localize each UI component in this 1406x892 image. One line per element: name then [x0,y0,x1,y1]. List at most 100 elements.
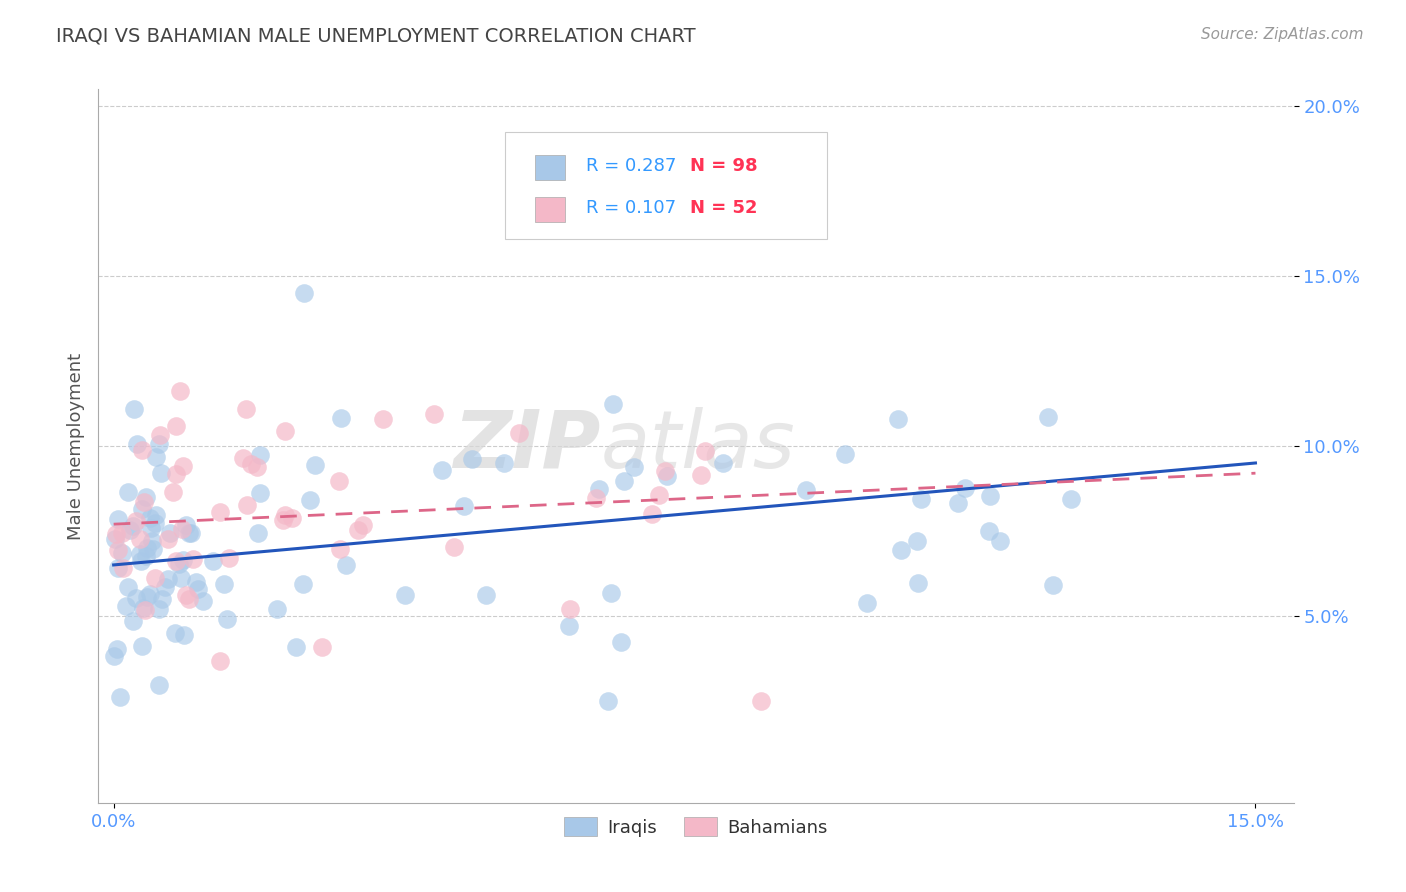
Point [249,485,271,500]
Point [108,690,131,704]
Point [280,510,302,524]
Point [177,525,200,540]
Point [953,481,976,495]
Point [558,619,581,633]
Point [249,448,271,462]
Point [131,443,153,458]
Point [232,450,254,465]
Point [105,642,128,657]
Point [139,521,162,535]
Point [371,412,394,426]
Point [673,184,696,198]
Point [173,628,195,642]
Point [648,488,671,502]
Point [613,474,636,488]
Point [988,534,1011,549]
Point [432,463,454,477]
Point [125,515,148,529]
Point [135,549,157,563]
Point [191,594,214,608]
Point [103,648,125,663]
Point [114,599,136,613]
Point [693,443,716,458]
Point [443,540,465,554]
Text: N = 52: N = 52 [690,199,758,217]
Point [125,437,148,451]
Point [335,558,357,572]
Point [148,602,170,616]
Point [461,451,484,466]
Point [163,625,186,640]
Point [131,639,153,653]
Point [132,601,155,615]
Point [311,640,333,654]
Point [209,655,232,669]
Point [890,542,912,557]
Point [856,596,879,610]
Point [266,602,288,616]
Point [157,572,180,586]
Point [145,450,167,465]
Point [135,490,157,504]
Point [124,402,146,417]
Point [170,522,193,536]
Point [129,547,152,561]
Point [352,518,374,533]
Point [174,588,197,602]
Point [107,561,129,575]
Point [834,447,856,461]
Point [177,591,200,606]
Point [181,552,204,566]
Point [749,694,772,708]
Point [423,407,446,421]
Point [610,634,633,648]
Point [948,496,970,510]
Point [623,459,645,474]
Point [245,459,267,474]
Point [218,550,240,565]
Point [139,511,162,525]
Point [588,482,610,496]
Point [235,402,257,417]
Point [155,580,177,594]
Point [1042,578,1064,592]
Point [209,505,232,519]
Point [110,526,132,541]
Point [215,612,238,626]
Point [145,508,167,523]
Text: IRAQI VS BAHAMIAN MALE UNEMPLOYMENT CORRELATION CHART: IRAQI VS BAHAMIAN MALE UNEMPLOYMENT CORR… [56,27,696,45]
Point [162,484,184,499]
Point [105,527,128,541]
Point [274,424,297,438]
Point [558,601,581,615]
Point [655,469,678,483]
Point [453,499,475,513]
Point [107,512,129,526]
Point [174,517,197,532]
Point [132,494,155,508]
Point [977,524,1000,538]
Point [598,694,620,708]
Point [394,588,416,602]
Point [236,498,259,512]
Point [134,603,156,617]
Point [285,640,308,654]
Point [492,457,515,471]
Point [141,534,163,549]
Point [107,542,129,557]
Point [131,502,153,516]
Point [117,580,139,594]
Point [165,419,187,434]
Point [329,542,352,557]
Text: R = 0.107: R = 0.107 [586,199,676,217]
Point [111,547,134,561]
Point [187,582,209,596]
Point [131,554,153,568]
Point [122,614,145,628]
Point [172,458,194,473]
Point [201,554,224,568]
Point [641,507,664,521]
Text: R = 0.287: R = 0.287 [586,157,676,175]
Point [292,577,315,591]
FancyBboxPatch shape [534,155,565,180]
